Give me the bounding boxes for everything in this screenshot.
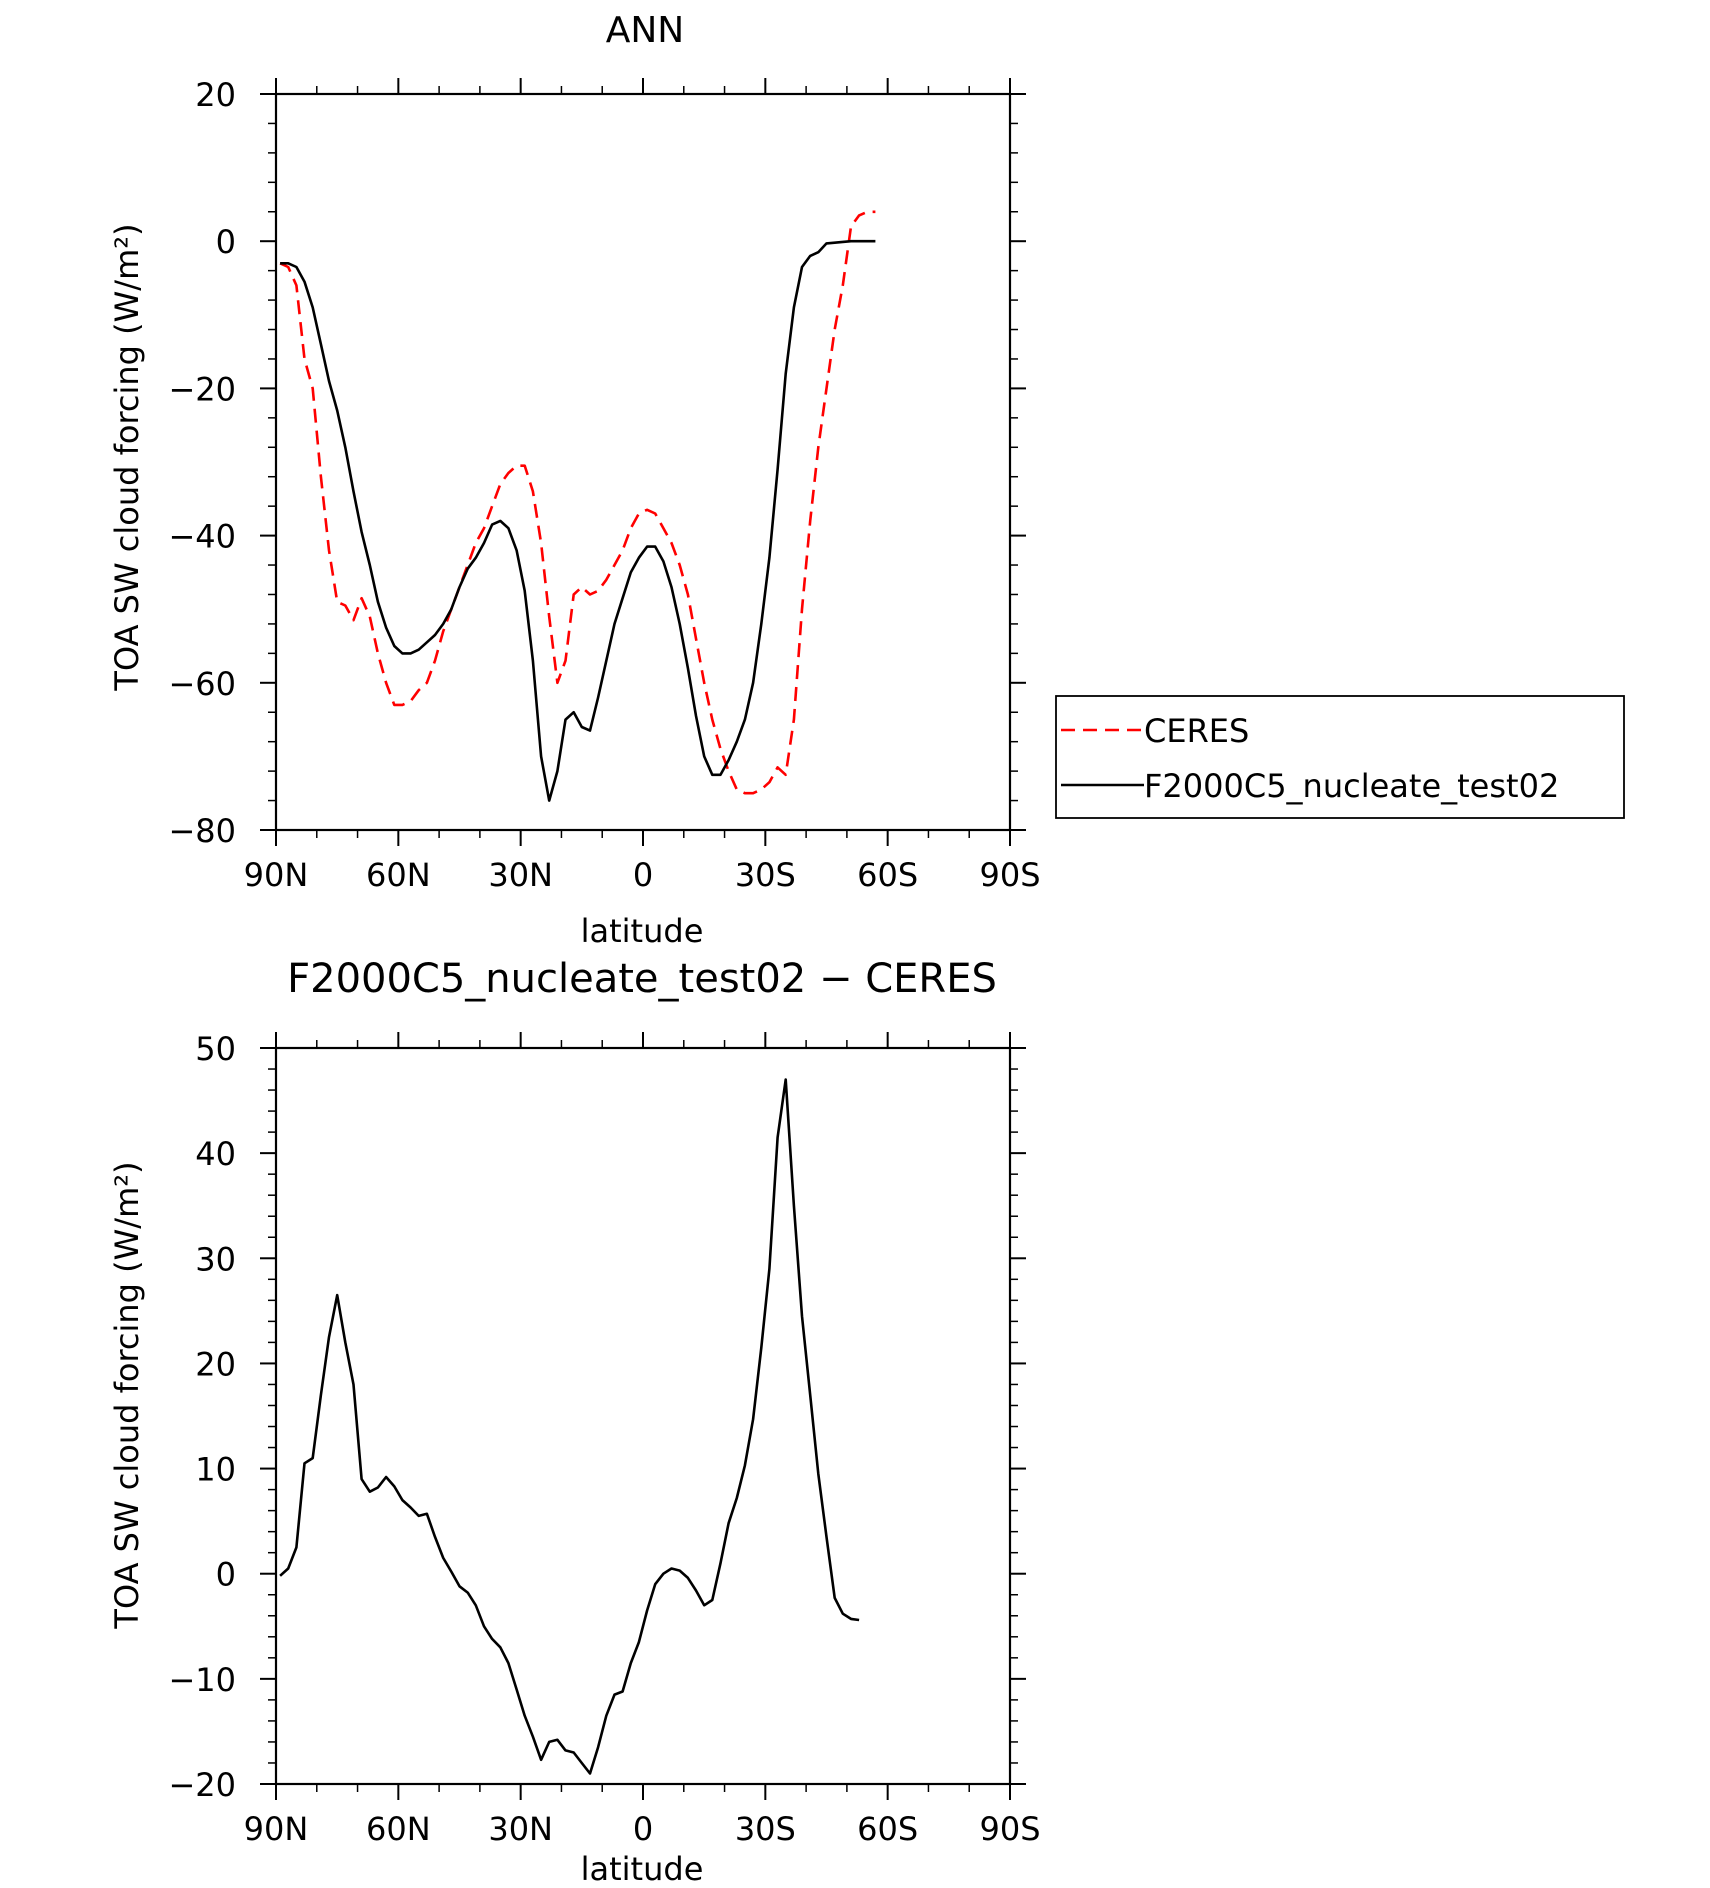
panel-bottom-title: F2000C5_nucleate_test02 − CERES [287, 956, 997, 1002]
panel-top-title: ANN [606, 10, 685, 51]
top-plot-frame [274, 92, 1012, 832]
top-ytick-label: −40 [168, 518, 236, 556]
panel-top-xlabel: latitude [581, 912, 704, 950]
top-ytick-label: 20 [195, 76, 236, 114]
panel-bottom: F2000C5_nucleate_test02 − CERES −20 −10 0 1… [108, 956, 1041, 1888]
bottom-xtick-label: 0 [633, 1810, 653, 1848]
bottom-ytick-label: 50 [195, 1030, 236, 1068]
top-series-line-f2000c5-nucleate-test02 [280, 239, 876, 802]
panel-top: ANN −80 −60 −40 −20 0 20 90N 60N 30N 0 30S 60S 90S l… [108, 10, 1041, 950]
bottom-xtick-label: 60N [366, 1810, 431, 1848]
panel-top-plot: −80 −60 −40 −20 0 20 90N 60N 30N 0 30S 60S 90S [168, 76, 1040, 894]
bottom-ytick-label: −20 [168, 1766, 236, 1804]
panel-bottom-xlabel: latitude [581, 1850, 704, 1883]
top-series-line-ceres [279, 210, 876, 795]
panel-bottom-ylabel: TOA SW cloud forcing (W/m²) [108, 1161, 146, 1629]
bottom-ytick-label: 0 [216, 1556, 236, 1594]
bottom-ytick-label: 40 [195, 1135, 236, 1173]
bottom-ytick-label: 30 [195, 1240, 236, 1278]
bottom-xtick-label: 60S [857, 1810, 918, 1848]
panel-bottom-plot: −20 −10 0 10 20 30 40 50 90N 60N 30N 0 30S 60S 90S [168, 1030, 1040, 1848]
top-xtick-label: 30S [735, 856, 796, 894]
bottom-ytick-label: 20 [195, 1345, 236, 1383]
panel-top-ylabel: TOA SW cloud forcing (W/m²) [108, 223, 146, 691]
top-ytick-label: −80 [168, 812, 236, 850]
top-xtick-label: 0 [633, 856, 653, 894]
bottom-series-line-diff [279, 1078, 860, 1775]
top-xtick-label: 30N [488, 856, 553, 894]
top-xtick-label: 60S [857, 856, 918, 894]
bottom-plot-frame [274, 1046, 1012, 1786]
top-ytick-label: −20 [168, 370, 236, 408]
top-ytick-label: −60 [168, 665, 236, 703]
legend: CERES F2000C5_nucleate_test02 [1055, 695, 1625, 819]
top-xtick-label: 90N [244, 856, 309, 894]
bottom-xtick-label: 30S [735, 1810, 796, 1848]
top-xtick-label: 60N [366, 856, 431, 894]
legend-label-ceres: CERES [1144, 712, 1249, 750]
bottom-ytick-label: −10 [168, 1661, 236, 1699]
bottom-xtick-label: 90N [244, 1810, 309, 1848]
legend-box [1055, 695, 1625, 819]
bottom-xtick-label: 30N [488, 1810, 553, 1848]
top-ytick-label: 0 [216, 223, 236, 261]
bottom-ytick-label: 10 [195, 1451, 236, 1489]
top-xtick-label: 90S [979, 856, 1040, 894]
bottom-xtick-label: 90S [979, 1810, 1040, 1848]
legend-label-model: F2000C5_nucleate_test02 [1144, 767, 1559, 805]
